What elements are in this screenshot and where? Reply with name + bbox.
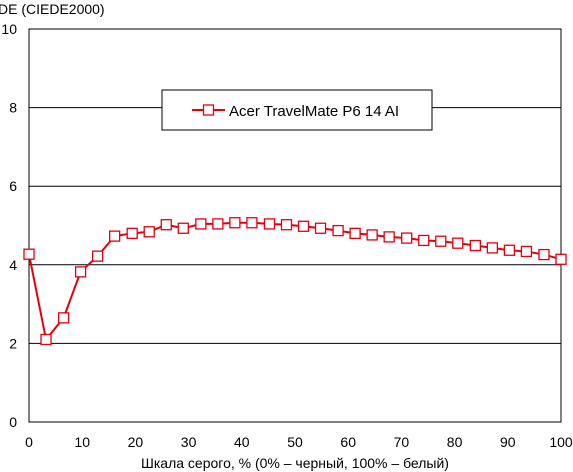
data-point — [436, 236, 446, 246]
y-tick-label: 4 — [9, 257, 17, 273]
x-tick-label: 0 — [25, 434, 33, 450]
y-tick-label: 8 — [9, 100, 17, 116]
x-tick-label: 90 — [500, 434, 516, 450]
data-point — [539, 250, 549, 260]
y-tick-label: 0 — [9, 414, 17, 430]
data-point — [470, 241, 480, 251]
legend: Acer TravelMate P6 14 AI — [162, 90, 432, 130]
x-tick-label: 100 — [549, 434, 573, 450]
x-tick-label: 50 — [287, 434, 303, 450]
x-tick-label: 20 — [128, 434, 144, 450]
y-axis-ticks: 0 2 4 6 8 10 — [1, 21, 17, 430]
y-tick-label: 6 — [9, 178, 17, 194]
data-point — [556, 254, 566, 264]
data-point — [161, 220, 171, 230]
data-point — [178, 223, 188, 233]
data-point — [247, 218, 257, 228]
data-point — [230, 218, 240, 228]
data-point — [299, 221, 309, 231]
data-point — [333, 226, 343, 236]
legend-marker — [204, 105, 214, 115]
x-axis-title: Шкала серого, % (0% – черный, 100% – бел… — [141, 455, 449, 471]
data-point — [41, 334, 51, 344]
data-point — [350, 228, 360, 238]
x-axis-ticks: 0 10 20 30 40 50 60 70 80 90 100 — [25, 434, 573, 450]
data-point — [367, 230, 377, 240]
x-tick-label: 60 — [340, 434, 356, 450]
x-tick-label: 30 — [181, 434, 197, 450]
data-point — [264, 219, 274, 229]
data-point — [59, 313, 69, 323]
data-point — [419, 235, 429, 245]
x-tick-label: 40 — [234, 434, 250, 450]
x-tick-label: 80 — [447, 434, 463, 450]
data-point — [281, 220, 291, 230]
data-point — [453, 238, 463, 248]
data-point — [24, 249, 34, 259]
data-point — [521, 246, 531, 256]
data-point — [384, 232, 394, 242]
y-tick-label: 2 — [9, 335, 17, 351]
data-point — [93, 251, 103, 261]
data-point — [316, 223, 326, 233]
x-tick-label: 70 — [394, 434, 410, 450]
data-point — [402, 233, 412, 243]
data-point — [196, 219, 206, 229]
data-point — [76, 267, 86, 277]
data-point — [504, 245, 514, 255]
data-point — [127, 228, 137, 238]
y-tick-label: 10 — [1, 21, 17, 37]
data-point — [144, 227, 154, 237]
data-point — [487, 243, 497, 253]
data-point — [213, 219, 223, 229]
x-tick-label: 10 — [74, 434, 90, 450]
data-point — [110, 231, 120, 241]
y-axis-title: DE (CIEDE2000) — [0, 1, 105, 17]
legend-label: Acer TravelMate P6 14 AI — [229, 103, 399, 120]
